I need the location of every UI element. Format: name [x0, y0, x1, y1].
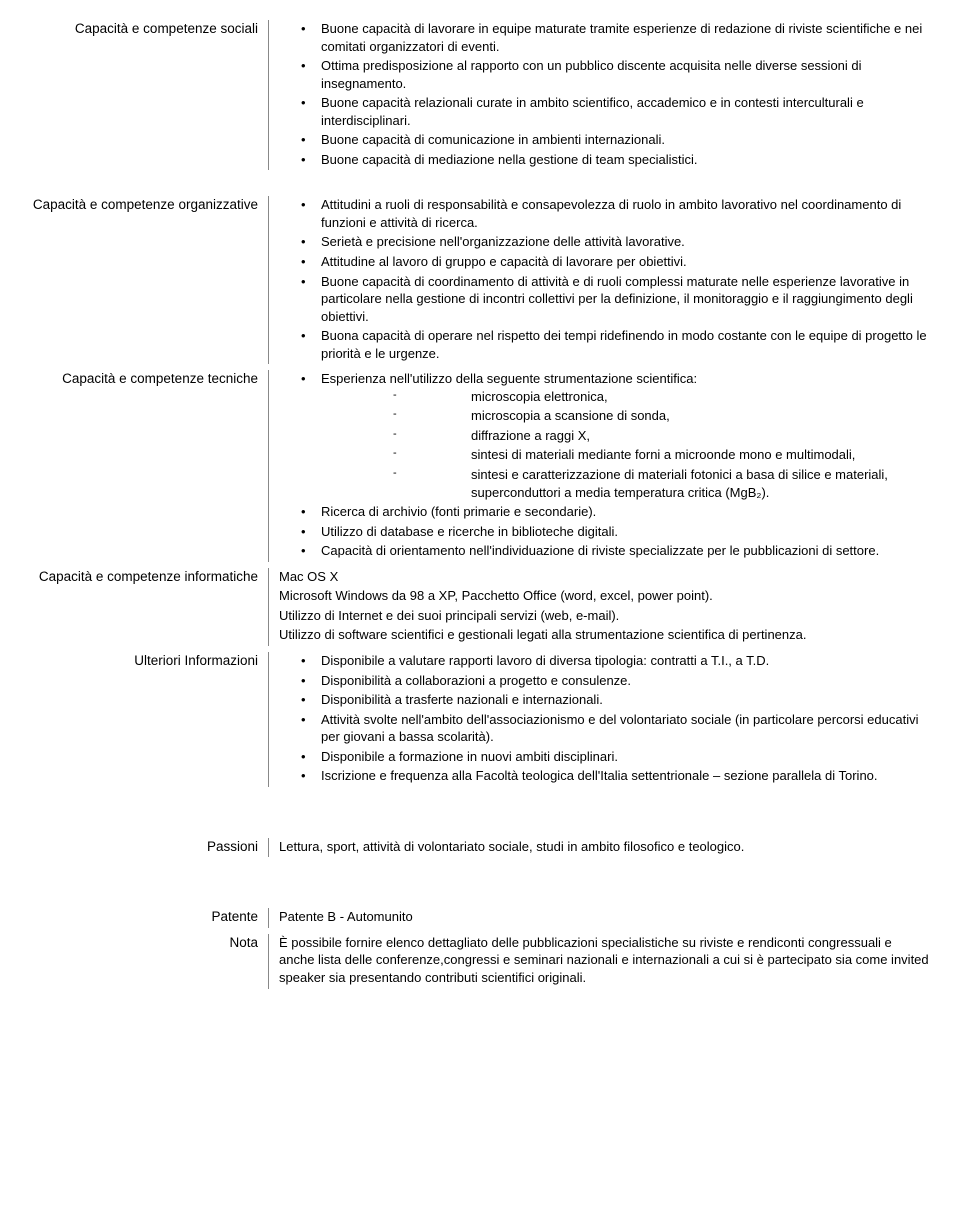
section-label: Patente	[30, 908, 268, 928]
list-item: Capacità di orientamento nell'individuaz…	[279, 542, 930, 560]
list-item: Buone capacità di coordinamento di attiv…	[279, 273, 930, 326]
text-line: Utilizzo di software scientifici e gesti…	[279, 626, 930, 644]
list-item: Esperienza nell'utilizzo della seguente …	[279, 370, 930, 501]
section-label: Capacità e competenze sociali	[30, 20, 268, 170]
section-content: È possibile fornire elenco dettagliato d…	[268, 934, 930, 989]
section-nota: Nota È possibile fornire elenco dettagli…	[30, 934, 930, 989]
sublist-item: microscopia elettronica,	[321, 388, 930, 406]
list-item: Buone capacità di comunicazione in ambie…	[279, 131, 930, 149]
list-item: Ottima predisposizione al rapporto con u…	[279, 57, 930, 92]
text-line: Patente B - Automunito	[279, 908, 930, 926]
list-item: Attività svolte nell'ambito dell'associa…	[279, 711, 930, 746]
section-label: Nota	[30, 934, 268, 989]
list-item: Buona capacità di operare nel rispetto d…	[279, 327, 930, 362]
list-item-text: Esperienza nell'utilizzo della seguente …	[321, 371, 697, 386]
section-content: Mac OS X Microsoft Windows da 98 a XP, P…	[268, 568, 930, 646]
section-label: Passioni	[30, 838, 268, 858]
list-item: Utilizzo di database e ricerche in bibli…	[279, 523, 930, 541]
section-content: Lettura, sport, attività di volontariato…	[268, 838, 930, 858]
section-content: Patente B - Automunito	[268, 908, 930, 928]
text-line: Lettura, sport, attività di volontariato…	[279, 838, 930, 856]
sublist-item: sintesi e caratterizzazione di materiali…	[321, 466, 930, 501]
text-line: Mac OS X	[279, 568, 930, 586]
sublist-item: diffrazione a raggi X,	[321, 427, 930, 445]
list-item: Serietà e precisione nell'organizzazione…	[279, 233, 930, 251]
text-line: Microsoft Windows da 98 a XP, Pacchetto …	[279, 587, 930, 605]
section-content: Attitudini a ruoli di responsabilità e c…	[268, 196, 930, 364]
list-item: Disponibile a formazione in nuovi ambiti…	[279, 748, 930, 766]
section-content: Esperienza nell'utilizzo della seguente …	[268, 370, 930, 561]
section-informatiche: Capacità e competenze informatiche Mac O…	[30, 568, 930, 646]
section-content: Buone capacità di lavorare in equipe mat…	[268, 20, 930, 170]
section-sociali: Capacità e competenze sociali Buone capa…	[30, 20, 930, 170]
section-label: Capacità e competenze organizzative	[30, 196, 268, 364]
text-line: Utilizzo di Internet e dei suoi principa…	[279, 607, 930, 625]
list-item: Buone capacità di lavorare in equipe mat…	[279, 20, 930, 55]
list-item: Attitudini a ruoli di responsabilità e c…	[279, 196, 930, 231]
list-item: Disponibile a valutare rapporti lavoro d…	[279, 652, 930, 670]
list-item: Disponibilità a trasferte nazionali e in…	[279, 691, 930, 709]
section-content: Disponibile a valutare rapporti lavoro d…	[268, 652, 930, 787]
list-item: Buone capacità di mediazione nella gesti…	[279, 151, 930, 169]
list-item: Attitudine al lavoro di gruppo e capacit…	[279, 253, 930, 271]
sublist-item: sintesi di materiali mediante forni a mi…	[321, 446, 930, 464]
sublist-item: microscopia a scansione di sonda,	[321, 407, 930, 425]
list-item: Ricerca di archivio (fonti primarie e se…	[279, 503, 930, 521]
section-organizzative: Capacità e competenze organizzative Atti…	[30, 196, 930, 364]
section-patente: Patente Patente B - Automunito	[30, 908, 930, 928]
text-line: È possibile fornire elenco dettagliato d…	[279, 934, 930, 987]
list-item: Iscrizione e frequenza alla Facoltà teol…	[279, 767, 930, 785]
section-label: Ulteriori Informazioni	[30, 652, 268, 787]
list-item: Disponibilità a collaborazioni a progett…	[279, 672, 930, 690]
section-tecniche: Capacità e competenze tecniche Esperienz…	[30, 370, 930, 561]
section-ulteriori: Ulteriori Informazioni Disponibile a val…	[30, 652, 930, 787]
section-label: Capacità e competenze tecniche	[30, 370, 268, 561]
list-item: Buone capacità relazionali curate in amb…	[279, 94, 930, 129]
section-label: Capacità e competenze informatiche	[30, 568, 268, 646]
section-passioni: Passioni Lettura, sport, attività di vol…	[30, 838, 930, 858]
